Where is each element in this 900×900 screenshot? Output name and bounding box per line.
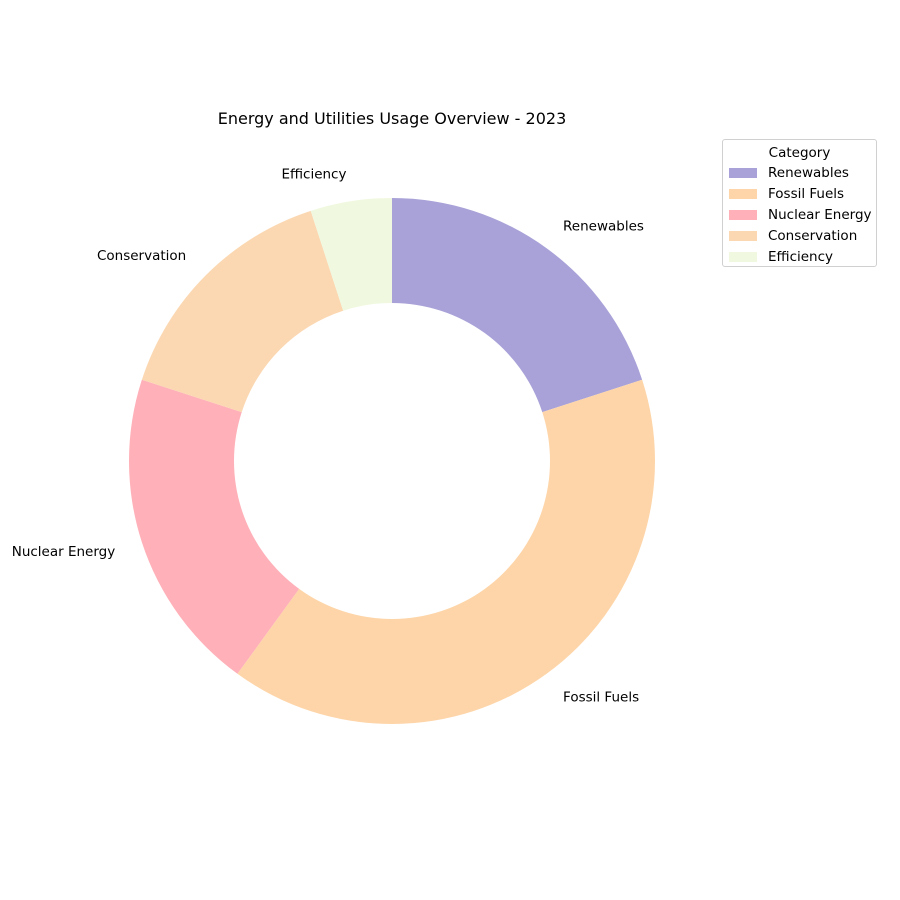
legend-label: Conservation: [768, 227, 858, 244]
legend-swatch: [729, 167, 757, 178]
slice-label-nuclear-energy: Nuclear Energy: [12, 544, 116, 560]
slice-label-efficiency: Efficiency: [281, 167, 346, 183]
slice-efficiency: [310, 198, 392, 311]
legend-label: Efficiency: [768, 248, 834, 265]
legend-swatch: [729, 209, 757, 220]
slice-label-conservation: Conservation: [97, 248, 186, 264]
legend-label: Renewables: [768, 164, 849, 181]
legend-title: Category: [768, 145, 831, 161]
legend-item-fossil-fuels: Fossil Fuels: [723, 183, 876, 204]
legend-swatch: [729, 251, 757, 262]
legend-item-conservation: Conservation: [723, 225, 876, 246]
legend-label: Fossil Fuels: [768, 185, 845, 202]
donut-slices: [128, 198, 655, 724]
slice-label-renewables: Renewables: [563, 219, 644, 235]
slice-label-fossil-fuels: Fossil Fuels: [563, 689, 639, 705]
slice-fossil-fuels: [237, 379, 655, 724]
legend-swatch: [729, 188, 757, 199]
slice-renewables: [392, 198, 643, 413]
legend-swatch: [729, 230, 757, 241]
legend-items: Renewables Fossil Fuels Nuclear Energy Cons…: [723, 162, 876, 267]
legend: Category Renewables Fossil Fuels Nuclear E…: [722, 139, 877, 267]
legend-label: Nuclear Energy: [768, 206, 872, 223]
slice-conservation: [141, 210, 344, 413]
legend-item-renewables: Renewables: [723, 162, 876, 183]
legend-item-nuclear-energy: Nuclear Energy: [723, 204, 876, 225]
slice-nuclear-energy: [128, 379, 300, 674]
chart-title: Energy and Utilities Usage Overview - 20…: [218, 109, 567, 128]
legend-item-efficiency: Efficiency: [723, 246, 876, 267]
slice-labels: Renewables Fossil Fuels Nuclear Energy Cons…: [12, 167, 644, 706]
